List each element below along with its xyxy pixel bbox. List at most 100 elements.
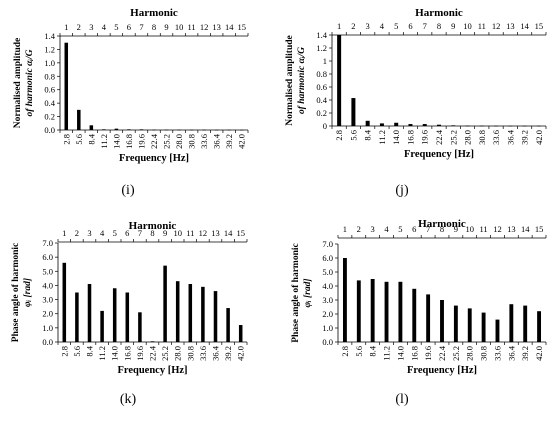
p0-y-tick-label: 0.4 [44, 98, 55, 108]
p3-bar [509, 304, 514, 342]
p0-x-tick-label: 22.4 [149, 133, 159, 149]
p0-top-tick-label: 7 [139, 22, 143, 32]
p0-top-tick-label: 15 [237, 22, 246, 32]
p3-top-tick-label: 5 [398, 224, 402, 234]
p3-top-tick-label: 12 [493, 224, 502, 234]
p0-bar [127, 129, 131, 130]
p2-y-tick-label: 1.0 [42, 323, 53, 333]
p2-bar [226, 308, 230, 342]
p1-top-tick-label: 8 [437, 21, 441, 31]
p3-bar [481, 312, 486, 342]
p1-bar [437, 124, 441, 126]
p1-bar [508, 125, 513, 127]
p2-top-tick-label: 13 [211, 228, 220, 238]
p0-bar [239, 129, 244, 131]
p0-top-tick-label: 14 [225, 22, 234, 32]
p2-x-tick-label: 30.8 [185, 346, 195, 361]
p3-bar [537, 311, 542, 342]
p1-y-tick-label: 0 [323, 121, 327, 131]
p3-x-tick-label: 14.0 [395, 346, 405, 361]
p0-y-tick-label: 0.8 [44, 71, 55, 81]
caption-k: (k) [119, 392, 137, 407]
p2-bar [62, 262, 67, 342]
p1-x-tick-label: 33.6 [491, 130, 501, 145]
p3-bar [426, 294, 431, 342]
p1-y-axis-label-line1: Normalised amplitude [285, 35, 295, 126]
p2-top-tick-label: 10 [173, 228, 182, 238]
p3-y-tick-label: 2.0 [322, 309, 333, 319]
p3-bar [384, 281, 389, 342]
p0-bar [164, 129, 169, 131]
p3-top-tick-label: 3 [371, 224, 375, 234]
p0-bar [89, 125, 94, 130]
p1-top-tick-label: 14 [520, 21, 529, 31]
p2-x-tick-label: 19.6 [135, 346, 145, 361]
p0-y-tick-label: 1.4 [44, 31, 55, 41]
caption-l: (l) [395, 392, 409, 407]
p2-bar [150, 341, 155, 342]
p3-x-tick-label: 30.8 [479, 346, 489, 361]
p3-bar [440, 300, 444, 342]
p1-top-tick-label: 3 [366, 21, 370, 31]
p0-top-tick-label: 6 [127, 22, 131, 32]
p0-bar [102, 129, 106, 130]
p3-x-tick-label: 42.0 [534, 346, 544, 361]
p1-top-tick-label: 13 [506, 21, 515, 31]
p0-bar [77, 109, 81, 130]
p2-y-tick-label: 0.0 [42, 337, 53, 347]
p0-bar [227, 129, 231, 131]
p1-x-tick-label: 16.8 [405, 130, 415, 145]
p2-top-tick-label: 11 [186, 228, 194, 238]
p1-x-tick-label: 11.2 [377, 130, 387, 145]
p3-top-tick-label: 1 [343, 224, 347, 234]
p3-y-axis-label-line1: Phase angle of harmonic [291, 243, 301, 342]
p3-bar [523, 305, 528, 342]
p3-x-tick-label: 2.8 [340, 346, 350, 357]
p2-x-tick-label: 25.2 [160, 346, 170, 361]
p0-bar [177, 129, 181, 131]
p1-top-tick-label: 10 [463, 21, 472, 31]
p3-y-tick-label: 0.0 [322, 337, 333, 347]
p1-x-tick-label: 14.0 [391, 130, 401, 145]
p1-bar [479, 125, 484, 127]
p3-x-tick-label: 19.6 [423, 346, 433, 361]
p1-bar [394, 122, 399, 126]
p2-y-tick-label: 4.0 [42, 280, 53, 290]
p2-x-tick-label: 11.2 [97, 346, 107, 361]
p0-x-tick-label: 11.2 [99, 134, 109, 149]
p3-top-tick-label: 14 [521, 224, 530, 234]
p0-y-tick-label: 0.0 [44, 125, 55, 135]
p3-bar [342, 258, 347, 342]
p3-y-tick-label: 6.0 [322, 253, 333, 263]
p1-x-tick-label: 25.2 [448, 130, 458, 145]
p2-top-tick-label: 1 [62, 228, 66, 238]
p1-bar [536, 125, 541, 127]
p0-top-tick-label: 1 [64, 22, 68, 32]
p1-x-tick-label: 5.6 [348, 130, 358, 141]
p1-y-tick-label: 1 [323, 56, 327, 66]
p1-bar [337, 35, 342, 126]
p0-top-tick-label: 4 [102, 22, 107, 32]
p2-top-tick-label: 9 [163, 228, 167, 238]
p0-top-tick-label: 11 [188, 22, 196, 32]
p0-y-tick-label: 0.6 [44, 85, 55, 95]
p0-x-tick-label: 28.0 [174, 134, 184, 149]
p0-x-tick-label: 30.8 [187, 134, 197, 149]
p2-top-tick-label: 12 [199, 228, 208, 238]
p0-y-tick-label: 1.2 [44, 44, 55, 54]
p1-bar [379, 123, 384, 126]
p3-y-tick-label: 3.0 [322, 295, 333, 305]
p3-x-tick-label: 5.6 [354, 346, 364, 357]
p3-bar [453, 305, 458, 342]
p0-bar [152, 129, 156, 131]
p2-top-tick-label: 15 [236, 228, 245, 238]
p2-x-tick-label: 8.4 [85, 345, 95, 356]
p1-y-tick-label: 0.6 [316, 82, 327, 92]
p3-x-tick-label: 25.2 [451, 346, 461, 361]
p0-bar [114, 128, 119, 130]
p1-top-tick-label: 15 [535, 21, 544, 31]
p1-bar [422, 124, 427, 126]
p2-top-tick-label: 8 [150, 228, 154, 238]
p2-x-tick-label: 36.4 [211, 345, 221, 361]
